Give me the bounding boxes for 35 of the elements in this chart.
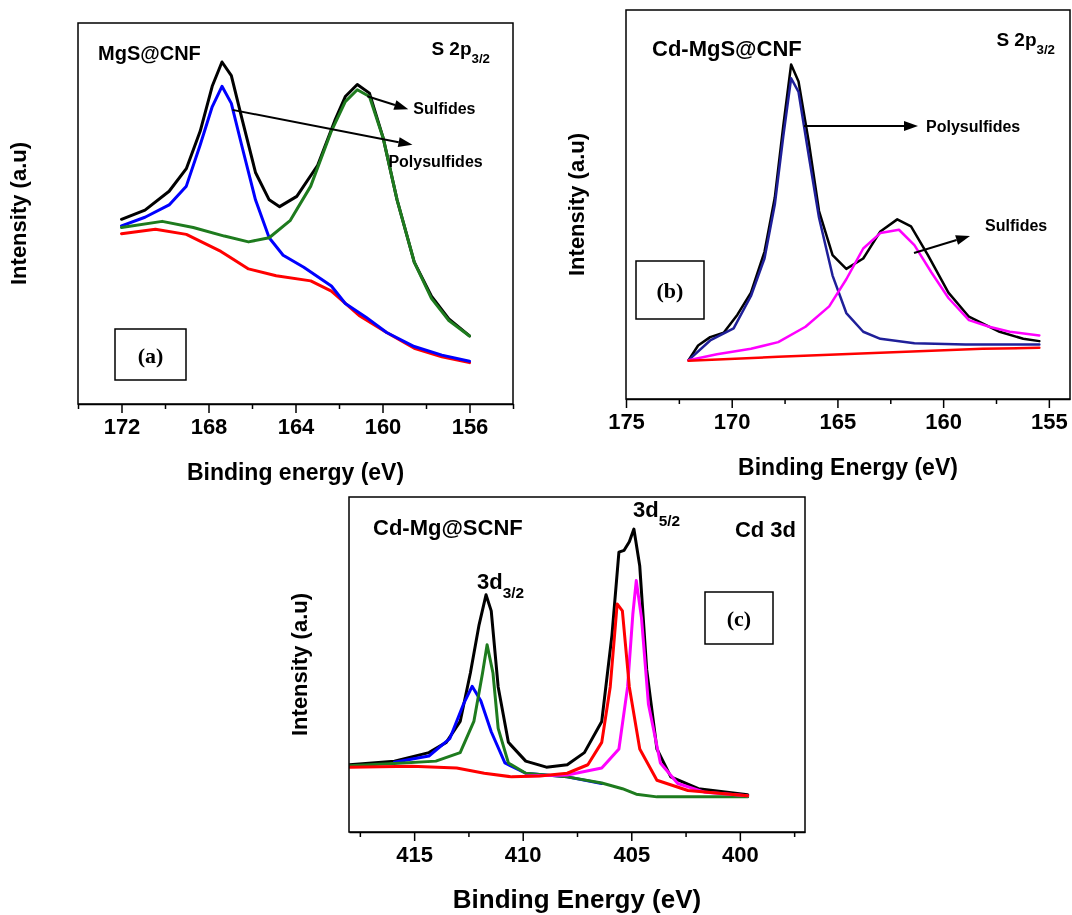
annotation: (a) — [137, 342, 164, 368]
annotation: S 2p$_{3/2}$ — [431, 38, 490, 66]
annotation: Cd 3d — [734, 517, 796, 542]
y-axis-title: Intensity (a.u) — [287, 592, 312, 737]
annotation: Cd-Mg@SCNF — [373, 515, 523, 540]
y-axis-title: Intensity (a.u) — [564, 132, 589, 277]
annotation: (b) — [656, 278, 684, 303]
x-tick-label: 172 — [103, 413, 141, 439]
x-tick-label: 168 — [190, 413, 228, 439]
text: S 2p$_{3/2}$ — [996, 29, 1055, 57]
text: Cd-MgS@CNF — [652, 36, 802, 61]
x-tick-label: 165 — [819, 408, 857, 434]
annotation: Polysulfides — [926, 118, 1021, 135]
x-tick-label: 400 — [722, 841, 759, 867]
annotation: Sulfides — [413, 100, 476, 118]
text: 3d$_{5/2}$ — [633, 497, 681, 529]
x-tick-label: 164 — [277, 413, 316, 439]
x-tick-label: 410 — [504, 841, 542, 867]
annotation: (c) — [726, 606, 752, 631]
x-tick-label: 175 — [608, 408, 645, 434]
x-tick-label: 160 — [364, 413, 402, 439]
x-tick-label: 160 — [925, 408, 962, 434]
x-tick-label: 405 — [613, 841, 651, 867]
x-axis-title: Binding energy (eV) — [186, 459, 405, 485]
x-tick-label: 170 — [713, 408, 751, 434]
x-tick-label: 155 — [1031, 408, 1068, 434]
annotation: Polysulfides — [388, 152, 483, 170]
x-axis-title: Binding Energy (eV) — [452, 884, 702, 914]
x-tick-label: 415 — [396, 841, 433, 867]
x-tick-label: 156 — [451, 413, 489, 439]
x-axis-title: Binding Energy (eV) — [738, 454, 958, 480]
y-axis-title: Intensity (a.u) — [6, 141, 31, 286]
annotation: 3d$_{3/2}$ — [477, 569, 525, 601]
annotation: MgS@CNF — [98, 42, 201, 64]
annotation: Sulfides — [985, 217, 1048, 234]
